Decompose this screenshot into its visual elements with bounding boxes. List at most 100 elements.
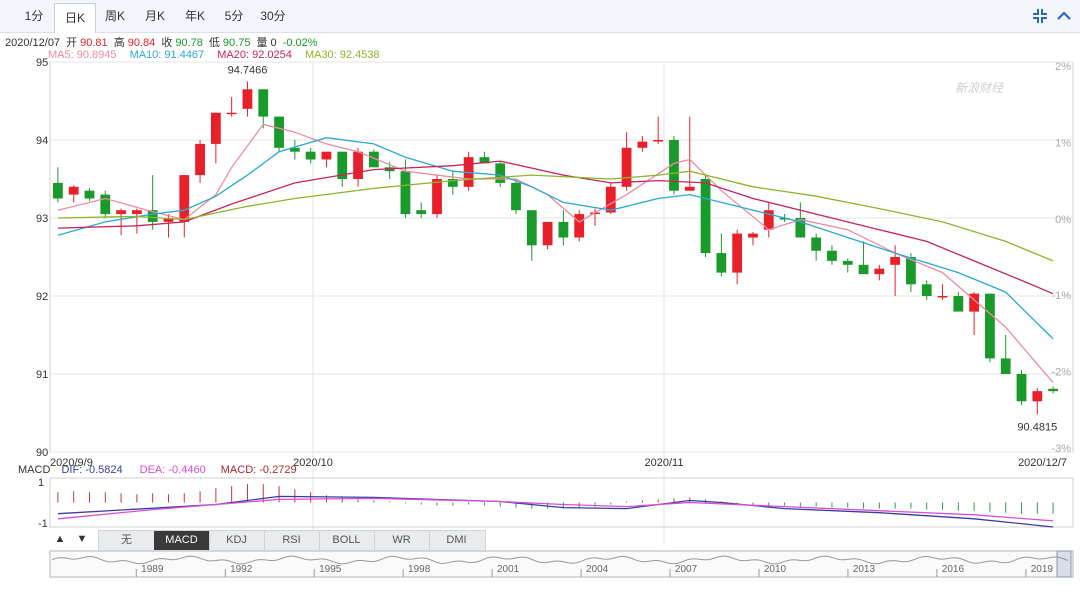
tab-daily-k[interactable]: 日K	[54, 3, 96, 33]
low-label: 低	[208, 37, 220, 49]
indicator-none-button[interactable]: 无	[99, 531, 155, 550]
y-tick-label: 95	[36, 57, 48, 69]
indicator-kdj-button[interactable]: KDJ	[209, 531, 265, 550]
candle-body	[147, 210, 158, 222]
navigator-year-label: 2010	[764, 564, 787, 575]
candle-body	[179, 175, 190, 222]
candle-body	[305, 151, 316, 160]
candle-body	[779, 218, 790, 220]
indicator-rsi-button[interactable]: RSI	[264, 531, 320, 550]
candle-body	[716, 253, 727, 273]
macd-title: MACD	[18, 464, 51, 476]
percent-tick-label: 0%	[1055, 214, 1071, 226]
watermark: 新浪财经	[955, 81, 1005, 95]
candle-body	[195, 143, 205, 176]
candle-body	[953, 296, 964, 312]
candle-body	[258, 89, 269, 117]
candle-body	[479, 157, 490, 164]
candle-body	[827, 250, 837, 261]
candle-body	[574, 214, 585, 238]
navigator-frame	[49, 550, 1074, 578]
candle-body	[605, 186, 616, 213]
candle-body	[763, 210, 774, 230]
navigator-year-label: 2013	[853, 564, 876, 575]
close-value: 90.78	[175, 37, 203, 49]
y-tick-label: 92	[36, 291, 48, 303]
macd-legend: MACD DIF: -0.5824 DEA: -0.4460 MACD: -0.…	[18, 464, 300, 476]
high-value: 90.84	[127, 37, 156, 49]
candle-body	[210, 112, 221, 144]
low-value: 90.75	[222, 37, 251, 49]
candle-body	[969, 293, 980, 312]
open-label: 开	[66, 37, 78, 49]
candle-body	[858, 264, 869, 275]
dif-line	[57, 495, 1054, 528]
period-tab-bar: 1分 日K 周K 月K 年K 5分 30分	[0, 0, 1080, 33]
volume-value: 0	[270, 37, 277, 49]
scroll-up-arrow-icon[interactable]: ▲	[54, 533, 66, 545]
candle-body	[653, 140, 664, 142]
indicator-wr-button[interactable]: WR	[374, 531, 430, 550]
tab-30min[interactable]: 30分	[260, 9, 286, 23]
tab-yearly-k[interactable]: 年K	[184, 9, 205, 23]
percent-tick-label: -3%	[1051, 443, 1071, 455]
quote-summary: 2020/12/07 开 90.81 高 90.84 收 90.78 低 90.75 量…	[5, 34, 321, 50]
candle-body	[289, 147, 300, 152]
scroll-down-arrow-icon[interactable]: ▼	[76, 533, 88, 545]
percent-tick-label: 2%	[1055, 61, 1071, 73]
navigator-year-label: 1992	[230, 564, 253, 575]
candle-body	[84, 190, 95, 199]
indicator-dmi-button[interactable]: DMI	[446, 534, 467, 546]
quote-date: 2020/12/07	[5, 37, 61, 49]
candle-body	[874, 268, 885, 275]
date-label: 2020/10	[293, 457, 333, 469]
collapse-arrows-icon[interactable]	[1030, 6, 1050, 26]
tab-5min[interactable]: 5分	[224, 9, 244, 23]
indicator-boll-button[interactable]: BOLL	[319, 531, 375, 550]
ma5-legend: MA5: 90.8945	[48, 49, 117, 61]
navigator-year-label: 1998	[408, 564, 431, 575]
navigator-year-label: 2019	[1031, 564, 1054, 575]
navigator-year-label: 1989	[141, 564, 164, 575]
chevron-up-icon[interactable]	[1054, 6, 1074, 26]
y-tick-label: 90	[36, 447, 48, 459]
percent-tick-label: -2%	[1051, 367, 1071, 379]
indicator-macd-button[interactable]: MACD	[154, 531, 210, 550]
candle-body	[558, 221, 569, 238]
candle-body	[274, 116, 284, 148]
macd-panel-frame	[49, 477, 1074, 528]
candle-body	[511, 182, 521, 211]
ma-legend: MA5: 90.8945 MA10: 91.4467 MA20: 92.0254…	[48, 49, 383, 61]
candle-body	[937, 296, 948, 298]
candle-body	[1016, 374, 1027, 402]
navigator-range-handle	[1056, 550, 1072, 578]
tab-weekly-k[interactable]: 周K	[104, 9, 125, 23]
candle-body	[495, 163, 506, 183]
date-label: 2020/11	[645, 457, 684, 469]
candle-body	[921, 284, 932, 296]
macd-value-legend: MACD: -0.2729	[220, 464, 297, 476]
ma5-line	[57, 123, 1054, 384]
navigator-line	[51, 555, 1069, 565]
candle-body	[890, 257, 901, 265]
candle-body	[1032, 391, 1043, 402]
candle-body	[226, 112, 237, 115]
candle-body	[542, 221, 553, 246]
navigator-year-label: 2004	[586, 564, 609, 575]
ma20-legend: MA20: 92.0254	[217, 49, 292, 61]
candle-body	[811, 237, 822, 251]
candle-body	[669, 140, 679, 191]
candle-body	[353, 151, 363, 179]
tab-monthly-k[interactable]: 月K	[144, 9, 165, 23]
candle-body	[985, 293, 995, 359]
ma10-line	[57, 137, 1054, 340]
candle-body	[637, 141, 648, 148]
macd-y-tick-label: 1	[38, 477, 44, 489]
candle-body	[526, 210, 537, 246]
date-label: 2020/12/7	[1018, 457, 1067, 469]
candle-body	[242, 89, 253, 109]
navigator-year-label: 2016	[942, 564, 965, 575]
candle-body	[368, 151, 379, 168]
tab-1min[interactable]: 1分	[24, 9, 44, 23]
